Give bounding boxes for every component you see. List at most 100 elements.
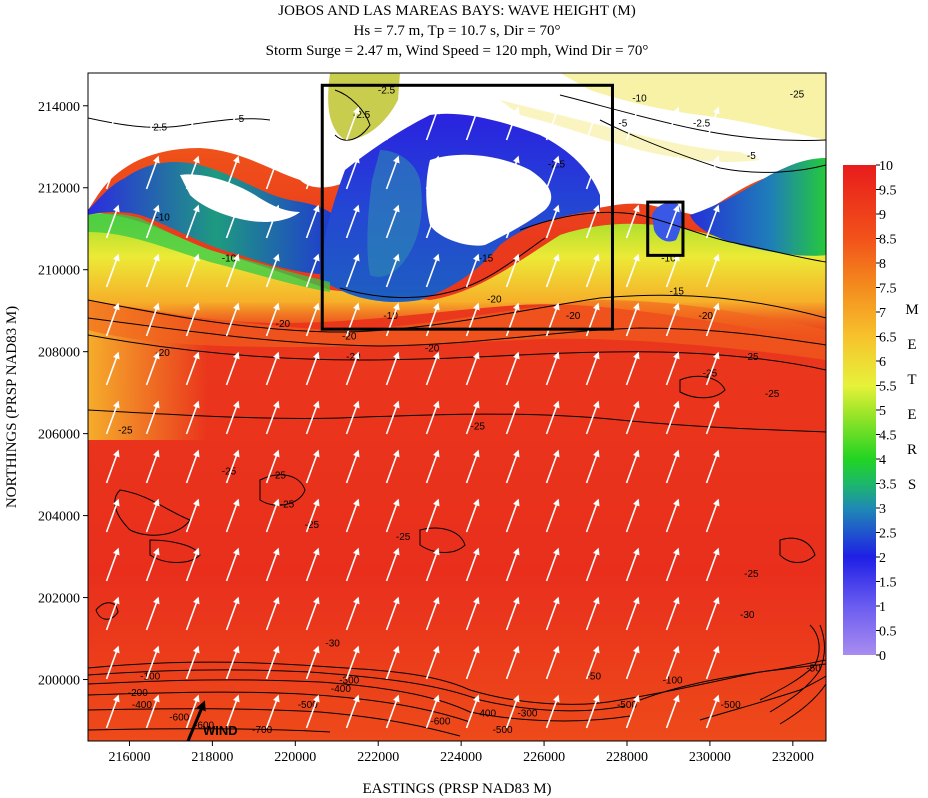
wave-vector-arrow <box>145 106 160 141</box>
wave-vector-arrow <box>545 253 560 288</box>
wave-vector-arrow <box>585 547 600 582</box>
wave-vector-arrow <box>305 547 320 582</box>
colorbar-label: 9.5 <box>879 184 897 199</box>
colorbar-unit-letter: R <box>907 442 917 458</box>
wave-vector-arrow <box>705 106 720 141</box>
colorbar-label: 3.5 <box>879 478 897 493</box>
wave-vector-arrow <box>265 596 280 631</box>
wave-vector-arrow <box>585 351 600 386</box>
wave-vector-arrow <box>585 155 600 190</box>
wave-vector-arrow <box>265 694 280 729</box>
wind-arrow-icon <box>186 700 206 742</box>
wave-vector-arrow <box>665 547 680 582</box>
wave-vector-arrow <box>105 155 120 190</box>
wave-vector-arrow <box>105 449 120 484</box>
wave-vector-arrow <box>385 645 400 680</box>
wave-vector-arrow <box>465 400 480 435</box>
contour-label: -10 <box>222 254 237 265</box>
wave-vector-arrow <box>305 498 320 533</box>
colorbar-unit-letter: M <box>905 302 918 318</box>
contour-label: -600 <box>430 717 450 728</box>
colorbar-labels: 10 9.5 9 8.5 8 7.5 7 6.5 6 5.5 5 4.5 4 3.5 3 2.5 2 1.5 1 0.… <box>876 159 897 664</box>
wave-vector-arrow <box>425 204 440 239</box>
wave-vector-arrow <box>705 645 720 680</box>
wave-vector-arrow <box>145 596 160 631</box>
wave-vector-arrow <box>105 694 120 729</box>
upland-yellow <box>560 73 826 140</box>
contour-label: -50 <box>587 672 602 683</box>
wave-vector-arrow <box>625 204 640 239</box>
wave-vector-arrow <box>305 106 320 141</box>
wave-vector-arrow <box>105 351 120 386</box>
wave-vector-arrow <box>185 253 200 288</box>
wave-vector-arrow <box>545 596 560 631</box>
wave-vector-arrow <box>585 204 600 239</box>
contour-label: -30 <box>740 610 755 621</box>
wave-vector-arrow <box>425 400 440 435</box>
colorbar-label: 4.5 <box>879 429 897 444</box>
wave-vector-arrow <box>105 253 120 288</box>
wave-vector-arrow <box>105 596 120 631</box>
wave-vector-arrow <box>585 253 600 288</box>
wave-vector-arrow <box>505 449 520 484</box>
contour-label: -20 <box>346 352 361 363</box>
wave-vector-arrow <box>505 547 520 582</box>
contour-label: -25 <box>305 520 320 531</box>
wave-vector-arrow <box>585 302 600 337</box>
contour-label: -10 <box>632 94 647 105</box>
contour-label: -2.5 <box>548 159 566 170</box>
contour-label: -25 <box>280 499 295 510</box>
contour-label: -500 <box>493 725 513 736</box>
wave-vector-arrow <box>545 449 560 484</box>
wave-vector-arrow <box>585 400 600 435</box>
wave-vector-arrow <box>345 253 360 288</box>
wave-vector-arrow <box>385 253 400 288</box>
y-tick-label: 206000 <box>38 428 80 443</box>
colorbar-unit-letter: T <box>907 372 916 388</box>
wave-vector-arrow <box>385 694 400 729</box>
x-tick-label: 220000 <box>274 750 316 765</box>
wave-vector-arrow <box>105 106 120 141</box>
wave-vector-arrow <box>585 694 600 729</box>
wave-vector-arrow <box>705 498 720 533</box>
y-axis-ticks: 214000 212000 210000 208000 206000 204000 2020… <box>38 100 88 689</box>
wave-vector-arrow <box>265 547 280 582</box>
contour-label: -400 <box>331 684 351 695</box>
wave-vector-arrow <box>385 302 400 337</box>
wave-vector-arrow <box>265 155 280 190</box>
wave-vector-arrow <box>425 547 440 582</box>
wave-vector-arrow <box>625 400 640 435</box>
wave-vector-arrow <box>545 155 560 190</box>
wind-indicator: WIND <box>186 700 238 742</box>
wave-vector-arrow <box>225 498 240 533</box>
wave-vector-arrow <box>345 106 360 141</box>
wave-vector-arrow <box>545 106 560 141</box>
wave-vector-arrow <box>465 302 480 337</box>
jobos-bay-teal-channel <box>367 150 422 277</box>
wave-vector-arrow <box>145 498 160 533</box>
wave-vector-arrow <box>145 302 160 337</box>
wave-vector-arrow <box>665 400 680 435</box>
wave-vector-arrow <box>225 645 240 680</box>
contour-label: -20 <box>699 311 714 322</box>
contour-label: -25 <box>744 569 759 580</box>
wave-vector-arrow <box>105 302 120 337</box>
colorbar-label: 2 <box>879 551 886 566</box>
title-line-1: JOBOS AND LAS MAREAS BAYS: WAVE HEIGHT (… <box>278 3 636 19</box>
wave-vector-arrow <box>625 645 640 680</box>
wave-vector-arrow <box>545 351 560 386</box>
wave-vector-arrow <box>385 351 400 386</box>
wave-direction-vectors <box>105 106 720 729</box>
upland-olive <box>328 73 400 140</box>
contour-label: -25 <box>271 471 286 482</box>
contour-label: -100 <box>140 672 160 683</box>
wave-vector-arrow <box>345 498 360 533</box>
x-tick-label: 230000 <box>689 750 731 765</box>
wave-vector-arrow <box>145 253 160 288</box>
wave-vector-arrow <box>185 351 200 386</box>
wave-vector-arrow <box>705 547 720 582</box>
contour-label: -300 <box>339 676 359 687</box>
colorbar-label: 6 <box>879 355 886 370</box>
contour-label: -20 <box>425 344 440 355</box>
wave-vector-arrow <box>265 204 280 239</box>
